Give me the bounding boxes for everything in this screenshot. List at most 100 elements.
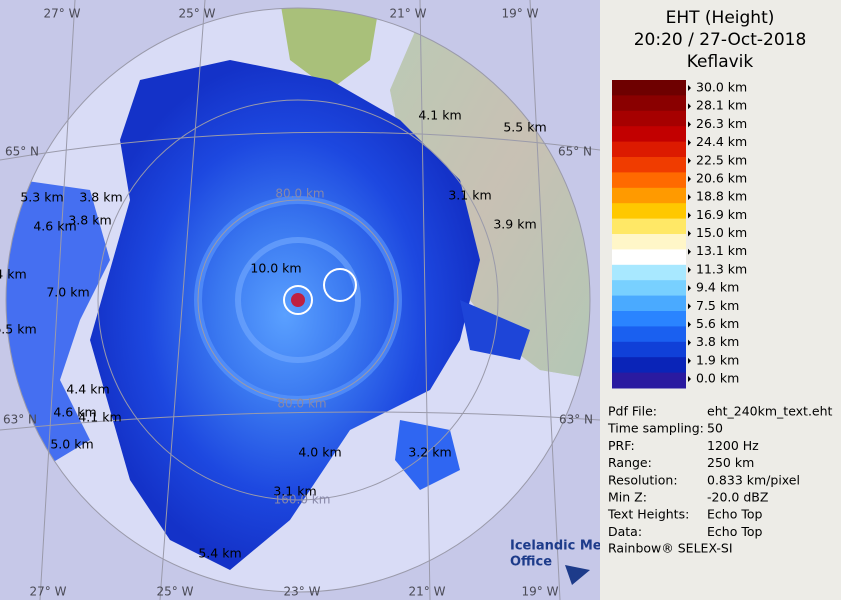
range-label: 160.0 km	[274, 493, 331, 507]
legend-label: 11.3 km	[696, 261, 747, 276]
legend-swatch	[612, 203, 686, 220]
echo-top-label: 3.1 km	[448, 188, 491, 203]
legend-tick	[688, 103, 691, 110]
radar-map: Icelandic Met Office 27° W 25° W 21° W 19° …	[0, 0, 600, 600]
legend-label: 13.1 km	[696, 243, 747, 258]
range-ring	[5, 7, 591, 593]
info-key: Resolution:	[608, 472, 678, 487]
station: Keflavik	[687, 52, 754, 72]
legend-swatch	[612, 372, 686, 389]
legend-label: 3.8 km	[696, 334, 739, 349]
echo-top-label: 10.0 km	[250, 261, 301, 276]
graticule-label: 65° N	[558, 145, 592, 159]
echo-top-label: 7.0 km	[46, 285, 89, 300]
info-value: eht_240km_text.eht	[707, 404, 833, 419]
echo-ring	[235, 237, 361, 363]
info-key: PRF:	[608, 438, 635, 453]
legend-tick	[688, 230, 691, 237]
legend-tick	[688, 339, 691, 346]
graticule-label: 23° W	[284, 585, 321, 599]
legend-tick	[688, 376, 691, 382]
echo	[90, 60, 480, 570]
echo-top-label: 3.9 km	[493, 217, 536, 232]
graticule-label: 19° W	[522, 585, 559, 599]
legend-label: 1.9 km	[696, 352, 739, 367]
legend-swatch	[612, 264, 686, 281]
legend-label: 0.0 km	[696, 371, 739, 386]
graticule-label: 63° N	[3, 413, 37, 427]
legend-tick	[688, 139, 691, 146]
graticule-label: 27° W	[30, 585, 67, 599]
legend-swatch	[612, 326, 686, 343]
range-label: 80.0 km	[277, 397, 326, 411]
radar-site	[323, 268, 357, 302]
graticule-label: 21° W	[409, 585, 446, 599]
legend-label: 22.5 km	[696, 152, 747, 167]
credit: Rainbow® SELEX-SI	[608, 541, 733, 556]
info-value: 50	[707, 421, 723, 436]
graticule-label: 21° W	[390, 7, 427, 21]
legend-tick	[688, 175, 691, 182]
logo-mark	[565, 565, 590, 585]
legend-tick	[688, 194, 691, 201]
echo-top-label: 6.4 km	[0, 267, 27, 282]
info-key: Min Z:	[608, 490, 647, 505]
time: 20:20 / 27-Oct-2018	[634, 30, 807, 50]
legend-label: 9.4 km	[696, 280, 739, 295]
echo-top-label: 4.4 km	[66, 382, 109, 397]
legend-tick	[688, 357, 691, 364]
land	[280, 8, 380, 90]
legend-swatch	[612, 172, 686, 189]
info-value: Echo Top	[707, 507, 762, 522]
legend-label: 7.5 km	[696, 298, 739, 313]
legend-label: 28.1 km	[696, 98, 747, 113]
echo-top-label: 5.3 km	[20, 190, 63, 205]
legend-swatch	[612, 218, 686, 235]
echo-top-label: 3.8 km	[79, 190, 122, 205]
logo-text: Icelandic Met	[510, 539, 600, 554]
graticule-label: 27° W	[44, 7, 81, 21]
echo-top-label: 5.4 km	[198, 546, 241, 561]
echo-top-label: 4.1 km	[418, 108, 461, 123]
echo	[6, 180, 110, 470]
legend-swatch	[612, 357, 686, 374]
echo-top-label: 4.0 km	[298, 445, 341, 460]
legend-swatch	[612, 157, 686, 173]
legend-swatch	[612, 110, 686, 127]
legend-swatch	[612, 295, 686, 312]
info-value: 0.833 km/pixel	[707, 472, 800, 487]
legend-tick	[688, 285, 691, 292]
legend-tick	[688, 248, 691, 255]
graticule-label: 65° N	[5, 145, 39, 159]
legend-tick	[688, 321, 691, 328]
legend-swatch	[612, 311, 686, 327]
echo-top-label: 5.5 km	[503, 120, 546, 135]
title: EHT (Height)	[666, 8, 775, 28]
logo-text: Office	[510, 555, 552, 570]
echo-top-label: 3.8 km	[68, 213, 111, 228]
info-key: Text Heights:	[607, 507, 689, 522]
legend-label: 20.6 km	[696, 170, 747, 185]
radar-center	[291, 293, 305, 307]
legend-label: 18.8 km	[696, 189, 747, 204]
legend-tick	[688, 121, 691, 128]
range-ring	[97, 99, 499, 501]
echo-top-label: 4.1 km	[78, 410, 121, 425]
legend-swatch	[612, 141, 686, 158]
info-key: Pdf File:	[608, 404, 657, 419]
legend-tick	[688, 266, 691, 273]
legend-swatch	[612, 234, 686, 250]
info-value: Echo Top	[707, 524, 762, 539]
graticule-label: 19° W	[502, 7, 539, 21]
legend-tick	[688, 157, 691, 164]
echo-top-label: 3.2 km	[408, 445, 451, 460]
legend-swatch	[612, 280, 686, 297]
side-panel: EHT (Height) 20:20 / 27-Oct-2018 Keflavi…	[607, 8, 833, 556]
radar-site	[283, 285, 313, 315]
echo-top-label: 5.0 km	[50, 437, 93, 452]
echo-top-label: 4.6 km	[33, 219, 76, 234]
legend-swatch	[612, 249, 686, 266]
legend-tick	[688, 212, 691, 219]
legend-label: 5.6 km	[696, 316, 739, 331]
graticule-label: 25° W	[157, 585, 194, 599]
